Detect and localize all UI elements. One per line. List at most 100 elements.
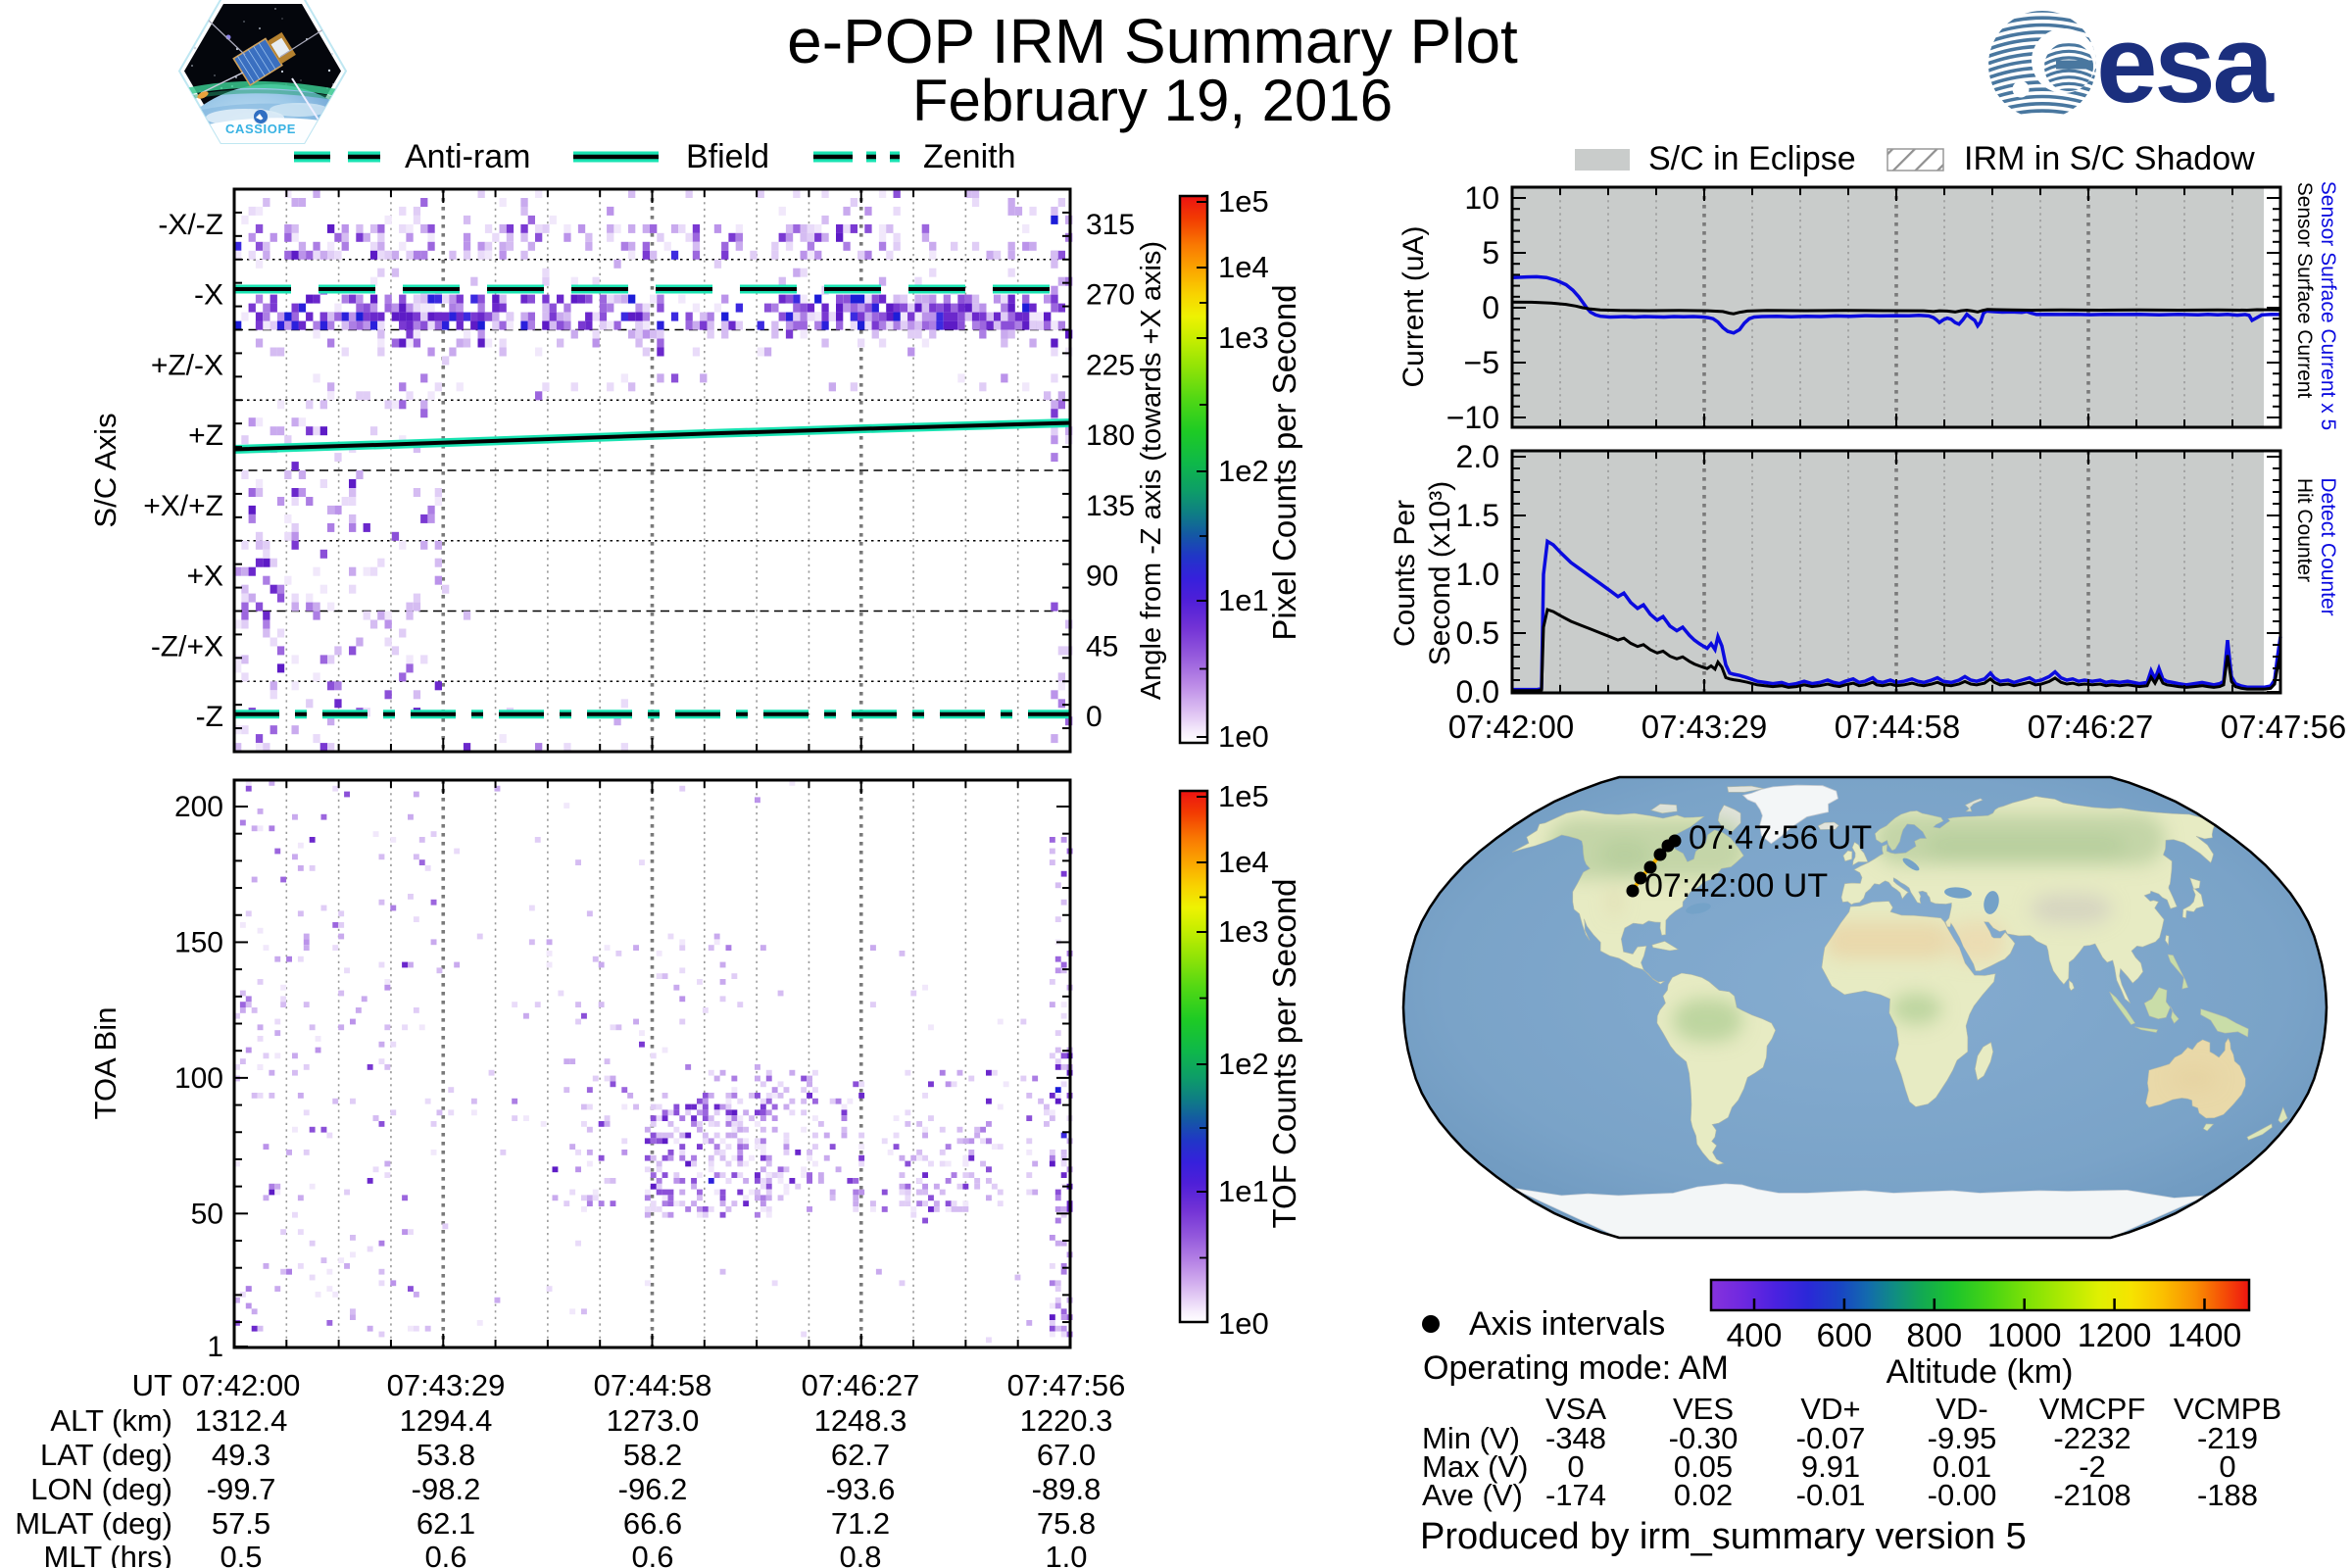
- svg-text:1312.4: 1312.4: [195, 1403, 288, 1438]
- svg-text:0: 0: [1482, 290, 1499, 325]
- svg-text:07:42:00 UT: 07:42:00 UT: [1644, 867, 1828, 905]
- svg-text:0.8: 0.8: [839, 1540, 881, 1568]
- svg-text:0.6: 0.6: [424, 1540, 466, 1568]
- svg-text:Operating mode: AM: Operating mode: AM: [1423, 1349, 1729, 1387]
- svg-text:800: 800: [1906, 1317, 1962, 1354]
- svg-text:-96.2: -96.2: [618, 1472, 688, 1506]
- svg-text:1e0: 1e0: [1218, 1306, 1269, 1341]
- svg-text:Anti-ram: Anti-ram: [405, 138, 530, 175]
- svg-text:-188: -188: [2197, 1478, 2258, 1512]
- svg-text:66.6: 66.6: [623, 1506, 682, 1541]
- svg-text:1e2: 1e2: [1218, 454, 1269, 488]
- svg-text:LAT (deg): LAT (deg): [40, 1438, 172, 1472]
- svg-text:-99.7: -99.7: [207, 1472, 276, 1506]
- svg-text:-X: -X: [194, 279, 223, 312]
- svg-text:-0.01: -0.01: [1796, 1478, 1866, 1512]
- svg-text:1e5: 1e5: [1218, 184, 1269, 219]
- svg-text:400: 400: [1727, 1317, 1783, 1354]
- svg-text:1220.3: 1220.3: [1020, 1403, 1113, 1438]
- svg-text:0.02: 0.02: [1674, 1478, 1733, 1512]
- svg-text:1e1: 1e1: [1218, 583, 1269, 617]
- svg-text:75.8: 75.8: [1037, 1506, 1096, 1541]
- svg-text:TOF Counts per Second: TOF Counts per Second: [1266, 878, 1302, 1228]
- svg-text:1e1: 1e1: [1218, 1174, 1269, 1208]
- svg-text:07:44:58: 07:44:58: [594, 1368, 712, 1402]
- svg-text:100: 100: [174, 1062, 223, 1095]
- svg-text:February 19, 2016: February 19, 2016: [912, 68, 1393, 133]
- svg-text:07:47:56: 07:47:56: [1007, 1368, 1126, 1402]
- svg-text:LON (deg): LON (deg): [30, 1472, 172, 1506]
- svg-text:1400: 1400: [2168, 1317, 2242, 1354]
- svg-text:TOA Bin: TOA Bin: [88, 1007, 122, 1120]
- svg-text:1e0: 1e0: [1218, 719, 1269, 754]
- svg-text:200: 200: [174, 791, 223, 823]
- svg-text:90: 90: [1086, 561, 1118, 593]
- svg-text:07:46:27: 07:46:27: [802, 1368, 920, 1402]
- svg-text:−10: −10: [1446, 400, 1499, 435]
- svg-text:-0.30: -0.30: [1669, 1421, 1739, 1455]
- svg-text:1e4: 1e4: [1218, 250, 1269, 284]
- svg-text:1000: 1000: [1987, 1317, 2062, 1354]
- svg-text:VSA: VSA: [1545, 1392, 1606, 1426]
- svg-text:-98.2: -98.2: [412, 1472, 481, 1506]
- svg-text:VES: VES: [1673, 1392, 1734, 1426]
- svg-text:Counts Per: Counts Per: [1389, 500, 1421, 647]
- svg-text:53.8: 53.8: [416, 1438, 475, 1472]
- svg-text:07:44:58: 07:44:58: [1835, 709, 1960, 745]
- svg-text:VD+: VD+: [1800, 1392, 1860, 1426]
- svg-text:1e5: 1e5: [1218, 779, 1269, 813]
- svg-text:0.5: 0.5: [220, 1540, 262, 1568]
- svg-text:1200: 1200: [2078, 1317, 2152, 1354]
- svg-text:Produced by irm_summary versio: Produced by irm_summary version 5: [1420, 1516, 2027, 1557]
- svg-text:-93.6: -93.6: [826, 1472, 896, 1506]
- svg-text:VD-: VD-: [1936, 1392, 1987, 1426]
- svg-text:07:47:56: 07:47:56: [2221, 709, 2346, 745]
- svg-text:-9.95: -9.95: [1928, 1421, 1997, 1455]
- svg-text:Altitude (km): Altitude (km): [1886, 1353, 2074, 1391]
- svg-text:e-POP IRM Summary Plot: e-POP IRM Summary Plot: [787, 6, 1518, 76]
- svg-text:-89.8: -89.8: [1032, 1472, 1102, 1506]
- svg-text:0.01: 0.01: [1933, 1449, 1991, 1484]
- svg-text:Sensor Surface Current x 5: Sensor Surface Current x 5: [2317, 181, 2339, 430]
- svg-text:1e2: 1e2: [1218, 1047, 1269, 1081]
- svg-text:1.0: 1.0: [1045, 1540, 1087, 1568]
- svg-text:Zenith: Zenith: [923, 138, 1016, 175]
- svg-text:1e3: 1e3: [1218, 320, 1269, 355]
- svg-text:MLAT (deg): MLAT (deg): [15, 1506, 172, 1541]
- svg-text:+Z: +Z: [188, 419, 223, 452]
- svg-text:S/C in Eclipse: S/C in Eclipse: [1648, 140, 1856, 177]
- svg-text:-2232: -2232: [2053, 1421, 2131, 1455]
- svg-text:67.0: 67.0: [1037, 1438, 1096, 1472]
- svg-text:MLT (hrs): MLT (hrs): [44, 1540, 172, 1568]
- svg-text:10: 10: [1464, 180, 1499, 216]
- svg-text:-348: -348: [1545, 1421, 1606, 1455]
- svg-text:Pixel Counts per Second: Pixel Counts per Second: [1266, 284, 1302, 640]
- svg-text:07:42:00: 07:42:00: [182, 1368, 301, 1402]
- svg-text:ALT (km): ALT (km): [50, 1403, 172, 1438]
- svg-text:0: 0: [2219, 1449, 2235, 1484]
- svg-text:-219: -219: [2197, 1421, 2258, 1455]
- svg-text:5: 5: [1482, 235, 1499, 270]
- svg-text:-0.07: -0.07: [1796, 1421, 1866, 1455]
- svg-text:2.0: 2.0: [1456, 439, 1499, 474]
- svg-text:Hit Counter: Hit Counter: [2293, 478, 2316, 582]
- svg-text:0.5: 0.5: [1456, 615, 1499, 651]
- svg-text:1: 1: [207, 1331, 223, 1363]
- svg-text:0: 0: [1086, 701, 1102, 733]
- svg-text:07:43:29: 07:43:29: [1642, 709, 1767, 745]
- svg-text:0.05: 0.05: [1674, 1449, 1733, 1484]
- svg-text:-174: -174: [1545, 1478, 1606, 1512]
- svg-text:9.91: 9.91: [1801, 1449, 1860, 1484]
- svg-text:600: 600: [1817, 1317, 1873, 1354]
- svg-text:-2: -2: [2079, 1449, 2106, 1484]
- svg-text:Bfield: Bfield: [686, 138, 769, 175]
- svg-text:62.1: 62.1: [416, 1506, 475, 1541]
- svg-text:58.2: 58.2: [623, 1438, 682, 1472]
- svg-text:UT: UT: [132, 1368, 172, 1402]
- svg-text:+X: +X: [186, 561, 223, 593]
- svg-text:-Z/+X: -Z/+X: [151, 630, 223, 662]
- svg-text:225: 225: [1086, 349, 1135, 381]
- svg-text:Second (x10³): Second (x10³): [1424, 481, 1456, 665]
- svg-text:1248.3: 1248.3: [814, 1403, 907, 1438]
- svg-text:Sensor Surface Current: Sensor Surface Current: [2293, 182, 2316, 399]
